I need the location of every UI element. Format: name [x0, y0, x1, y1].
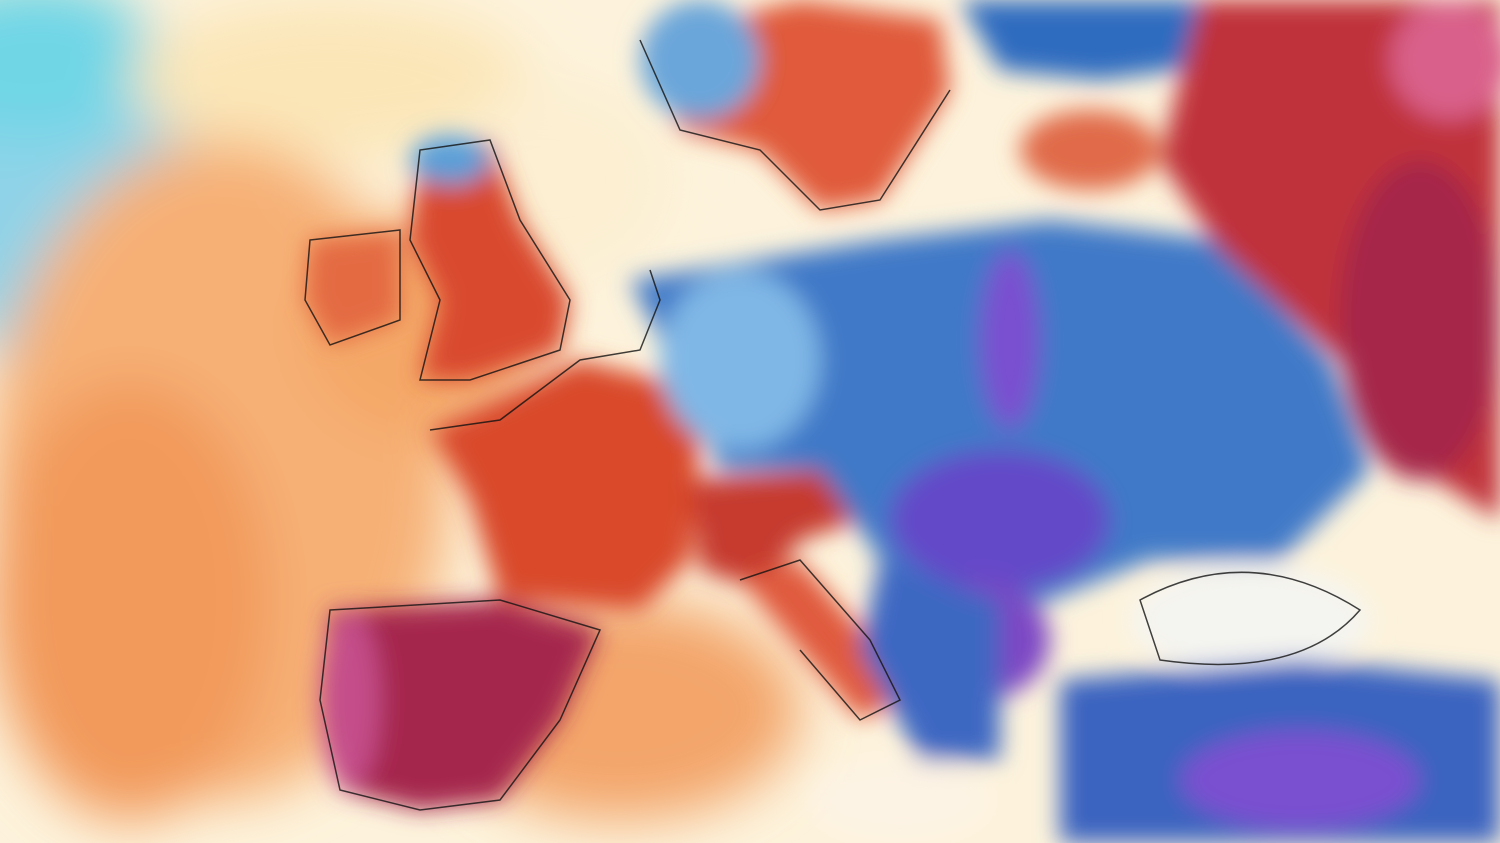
land-field [305, 0, 1500, 843]
coastlines [304, 39, 1362, 811]
